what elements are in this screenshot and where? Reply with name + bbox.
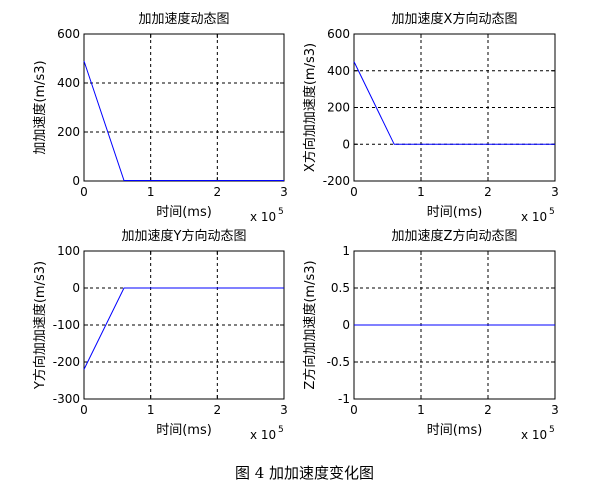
y-tick-label: 0: [72, 174, 80, 188]
y-tick-label: 0: [342, 318, 350, 332]
x-axis-label: 时间(ms): [156, 423, 212, 438]
x-axis-exponent-power: 5: [278, 425, 284, 435]
y-tick-label: -300: [53, 392, 80, 406]
y-tick-label: 100: [57, 244, 80, 258]
chart-title: 加加速度Z方向动态图: [392, 228, 518, 244]
x-tick-label: 0: [350, 185, 358, 199]
series-line: [353, 61, 555, 145]
series-line: [83, 287, 284, 370]
x-tick-label: 2: [214, 403, 222, 417]
x-tick-label: 0: [80, 403, 88, 417]
y-tick-label: 600: [327, 27, 350, 41]
y-axis-label: 加加速度(m/s3): [32, 60, 48, 154]
x-axis-exponent: x 10: [521, 210, 547, 224]
y-tick-label: 1: [342, 244, 350, 258]
x-tick-label: 0: [80, 185, 88, 199]
y-tick-label: 200: [327, 101, 350, 115]
x-tick-label: 1: [417, 403, 425, 417]
x-axis-exponent: x 10: [250, 428, 276, 442]
y-tick-label: 400: [57, 76, 80, 90]
y-tick-label: 600: [57, 27, 80, 41]
y-axis-label: Z方向加加速度(m/s3): [302, 260, 318, 389]
x-tick-label: 1: [147, 185, 155, 199]
x-tick-label: 1: [147, 403, 155, 417]
series-line: [83, 60, 284, 181]
x-tick-label: 3: [280, 185, 288, 199]
chart-title: 加加速度Y方向动态图: [122, 228, 247, 244]
x-axis-exponent-power: 5: [549, 207, 555, 217]
chart-title: 加加速度动态图: [138, 11, 229, 27]
x-tick-label: 2: [484, 185, 492, 199]
y-tick-label: -0.5: [327, 355, 350, 369]
y-tick-label: 200: [57, 125, 80, 139]
x-tick-label: 3: [280, 403, 288, 417]
y-tick-label: -200: [53, 355, 80, 369]
chart-title: 加加速度X方向动态图: [392, 11, 518, 27]
y-axis-label: X方向加加速度(m/s3): [302, 43, 318, 172]
y-tick-label: 0.5: [331, 281, 350, 295]
y-tick-label: -100: [53, 318, 80, 332]
x-axis-exponent-power: 5: [549, 425, 555, 435]
x-axis-exponent: x 10: [521, 428, 547, 442]
y-tick-label: 0: [342, 137, 350, 151]
figure-caption: 图 4 加加速度变化图: [234, 464, 375, 482]
x-tick-label: 2: [484, 403, 492, 417]
x-tick-label: 0: [350, 403, 358, 417]
x-axis-label: 时间(ms): [427, 205, 483, 220]
y-axis-label: Y方向加加速度(m/s3): [32, 261, 48, 390]
y-tick-label: 0: [72, 281, 80, 295]
y-tick-label: 400: [327, 64, 350, 78]
x-tick-label: 3: [551, 403, 559, 417]
y-tick-label: -200: [323, 174, 350, 188]
x-tick-label: 1: [417, 185, 425, 199]
y-tick-label: -1: [338, 392, 350, 406]
x-tick-label: 3: [551, 185, 559, 199]
x-axis-exponent: x 10: [250, 210, 276, 224]
x-tick-label: 2: [214, 185, 222, 199]
x-axis-exponent-power: 5: [278, 207, 284, 217]
plot-frame: [83, 33, 285, 182]
x-axis-label: 时间(ms): [156, 205, 212, 220]
x-axis-label: 时间(ms): [427, 423, 483, 438]
